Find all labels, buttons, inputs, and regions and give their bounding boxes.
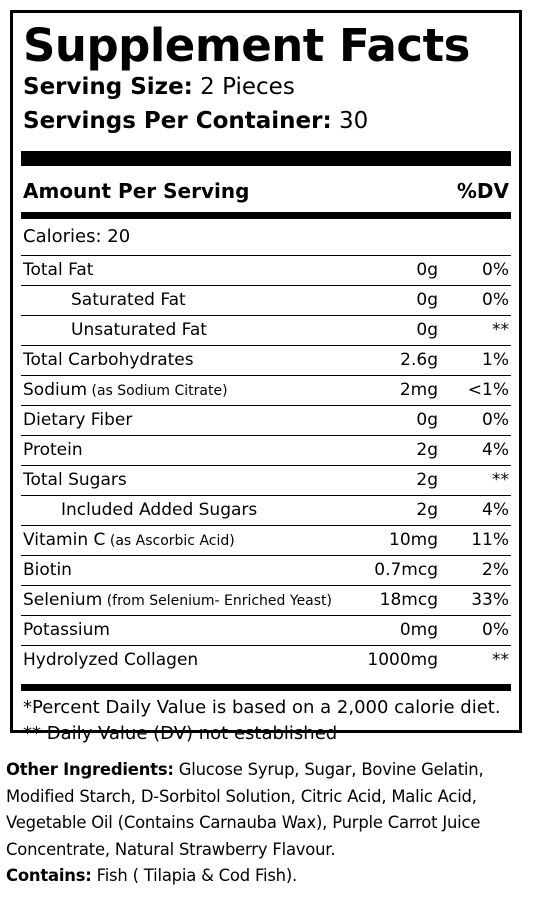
amount-per-serving-header: Amount Per Serving (23, 179, 250, 203)
servings-label: Servings Per Container: (23, 108, 332, 134)
nutrient-dv: 0% (482, 410, 509, 430)
nutrient-row: Total Sugars 2g ** (21, 465, 511, 494)
servings-value: 30 (331, 108, 369, 134)
other-ingredients-label: Other Ingredients: (6, 760, 174, 779)
bottom-divider (21, 684, 511, 691)
medium-divider (21, 212, 511, 219)
calories: Calories: 20 (23, 226, 131, 247)
nutrient-dv: ** (492, 320, 509, 340)
nutrient-name: Total Sugars (23, 470, 127, 490)
nutrient-row: Saturated Fat 0g 0% (21, 285, 511, 314)
nutrient-dv: 0% (482, 290, 509, 310)
thick-divider (21, 151, 511, 166)
nutrient-dv: 0% (482, 620, 509, 640)
nutrient-row: Selenium (from Selenium- Enriched Yeast)… (21, 585, 511, 614)
nutrient-name: Vitamin C (23, 530, 106, 550)
nutrient-row: Sodium (as Sodium Citrate) 2mg <1% (21, 375, 511, 404)
nutrient-amount: 0g (416, 320, 438, 340)
nutrient-row: Biotin 0.7mcg 2% (21, 555, 511, 584)
nutrient-dv: 0% (482, 260, 509, 280)
nutrient-row: Included Added Sugars 2g 4% (21, 495, 511, 524)
ingredients-block: Other Ingredients: Glucose Syrup, Sugar,… (6, 757, 534, 890)
nutrient-row: Potassium 0mg 0% (21, 615, 511, 644)
nutrient-name: Total Carbohydrates (23, 350, 194, 370)
supplement-facts-panel: Supplement Facts Serving Size: 2 Pieces … (10, 10, 522, 744)
nutrient-amount: 2g (416, 440, 438, 460)
ingredients-text: Vegetable Oil (Contains Carnauba Wax), P… (6, 813, 481, 832)
nutrient-amount: 0g (416, 410, 438, 430)
nutrient-amount: 1000mg (367, 650, 438, 670)
nutrient-note: (as Ascorbic Acid) (105, 533, 235, 549)
nutrient-dv: <1% (467, 380, 509, 400)
nutrient-name-with-note: Selenium (from Selenium- Enriched Yeast) (23, 586, 332, 616)
nutrient-name: Selenium (23, 590, 103, 610)
ingredients-text: Modified Starch, D-Sorbitol Solution, Ci… (6, 786, 477, 806)
nutrient-row: Total Fat 0g 0% (21, 255, 511, 284)
serving-size-value: 2 Pieces (192, 74, 295, 100)
nutrient-amount: 2g (416, 470, 438, 490)
nutrient-name: Dietary Fiber (23, 410, 133, 430)
nutrient-row: Vitamin C (as Ascorbic Acid) 10mg 11% (21, 525, 511, 554)
nutrient-name-with-note: Vitamin C (as Ascorbic Acid) (23, 526, 235, 556)
nutrient-name: Protein (23, 440, 83, 460)
contains-label: Contains: (6, 866, 92, 885)
serving-size-label: Serving Size: (23, 74, 193, 100)
nutrient-amount: 2g (416, 500, 438, 520)
nutrient-dv: ** (492, 650, 509, 670)
nutrient-row: Total Carbohydrates 2.6g 1% (21, 345, 511, 374)
servings-per-container: Servings Per Container: 30 (23, 107, 368, 135)
nutrient-row: Unsaturated Fat 0g ** (21, 315, 511, 344)
nutrient-name: Hydrolyzed Collagen (23, 650, 199, 670)
nutrient-amount: 0g (416, 260, 438, 280)
footnote-dv-not-established: ** Daily Value (DV) not established (23, 723, 338, 744)
nutrient-dv: 2% (482, 560, 509, 580)
nutrient-dv: ** (492, 470, 509, 490)
nutrient-amount: 2.6g (400, 350, 438, 370)
nutrient-name: Potassium (23, 620, 110, 640)
nutrient-dv: 4% (482, 440, 509, 460)
ingredients-line: Other Ingredients: Glucose Syrup, Sugar,… (6, 757, 534, 784)
nutrient-name: Total Fat (23, 260, 94, 280)
nutrient-name: Included Added Sugars (61, 500, 258, 520)
nutrient-dv: 11% (471, 530, 509, 550)
nutrient-name-with-note: Sodium (as Sodium Citrate) (23, 376, 228, 406)
footnote-percent-dv: *Percent Daily Value is based on a 2,000… (23, 697, 501, 718)
nutrient-amount: 0g (416, 290, 438, 310)
panel-title: Supplement Facts (23, 19, 470, 72)
nutrient-amount: 18mcg (379, 590, 438, 610)
nutrient-row: Hydrolyzed Collagen 1000mg ** (21, 645, 511, 674)
nutrient-row: Protein 2g 4% (21, 435, 511, 464)
nutrient-dv: 4% (482, 500, 509, 520)
nutrient-name: Biotin (23, 560, 72, 580)
nutrient-note: (from Selenium- Enriched Yeast) (102, 593, 333, 609)
nutrient-note: (as Sodium Citrate) (87, 383, 228, 399)
ingredients-text: Concentrate, Natural Strawberry Flavour. (6, 839, 336, 859)
nutrient-amount: 2mg (399, 380, 438, 400)
nutrient-name: Unsaturated Fat (71, 320, 207, 340)
contains-line: Contains: Fish ( Tilapia & Cod Fish). (6, 863, 534, 890)
nutrient-name: Saturated Fat (71, 290, 186, 310)
ingredients-text: Glucose Syrup, Sugar, Bovine Gelatin, (173, 760, 484, 779)
nutrient-row: Dietary Fiber 0g 0% (21, 405, 511, 434)
nutrient-amount: 0.7mcg (374, 560, 438, 580)
serving-size: Serving Size: 2 Pieces (23, 73, 295, 101)
nutrient-name: Sodium (23, 380, 88, 400)
nutrient-amount: 0mg (399, 620, 438, 640)
nutrient-dv: 33% (471, 590, 509, 610)
nutrient-amount: 10mg (389, 530, 438, 550)
contains-text: Fish ( Tilapia & Cod Fish). (91, 866, 298, 885)
nutrient-dv: 1% (482, 350, 509, 370)
dv-header: %DV (456, 179, 509, 203)
